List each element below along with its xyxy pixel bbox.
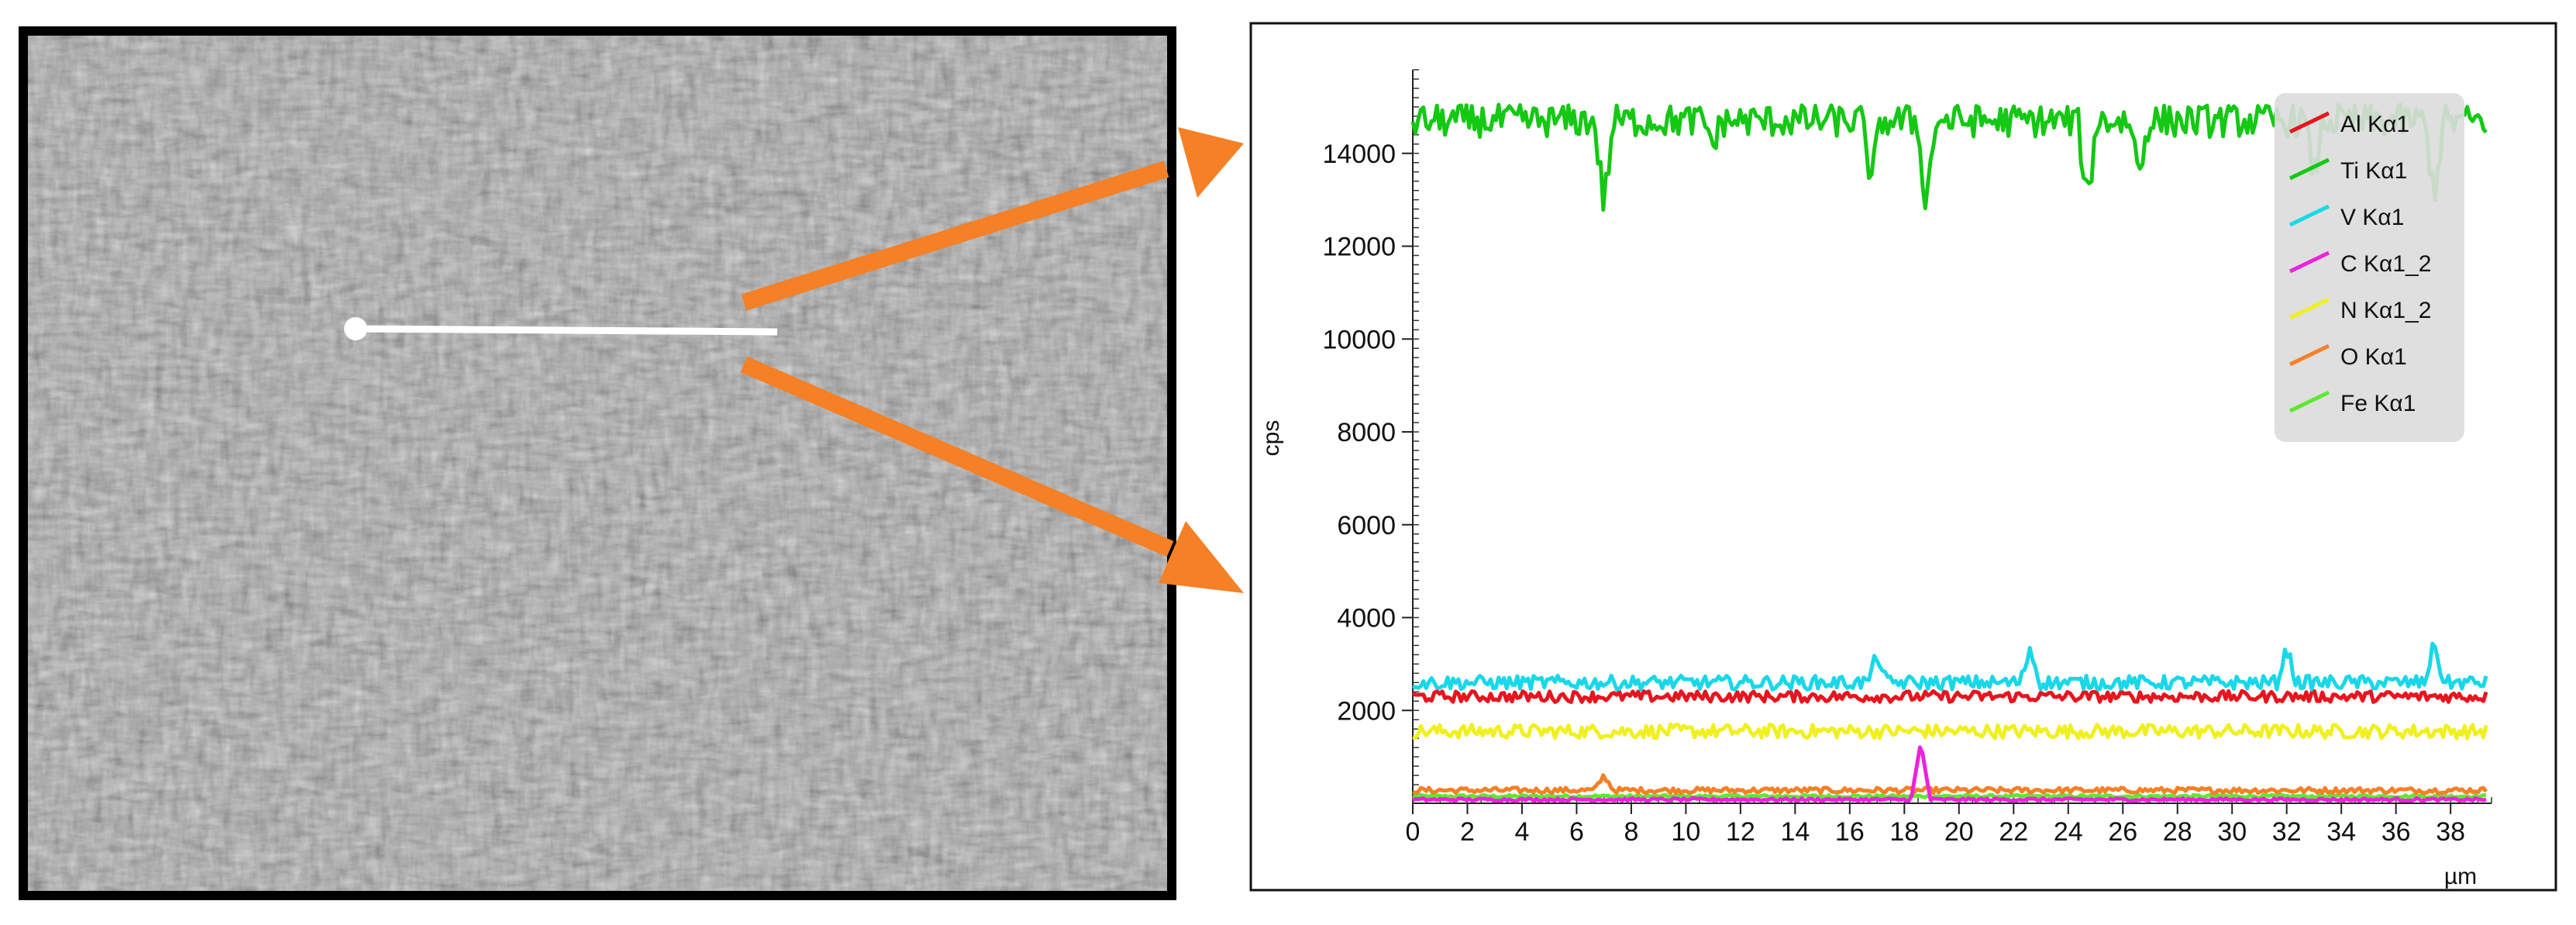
legend-swatch — [2288, 390, 2330, 413]
scan-start-dot — [344, 317, 367, 340]
x-tick-label: 38 — [2436, 817, 2465, 847]
x-tick-label: 30 — [2217, 817, 2247, 847]
legend-label: N Kα1_2 — [2340, 298, 2431, 323]
y-tick-label: 6000 — [1337, 511, 1396, 540]
series-line-n — [1412, 722, 2488, 740]
series-line-al — [1411, 689, 2488, 704]
x-tick-label: 14 — [1780, 817, 1810, 847]
x-tick-label: 2 — [1460, 817, 1475, 847]
x-tick-label: 6 — [1569, 817, 1584, 847]
x-tick-label: 24 — [2054, 817, 2083, 847]
series-line-fe — [1412, 792, 2487, 800]
legend-label: Fe Kα1 — [2340, 391, 2416, 416]
x-tick-label: 16 — [1835, 817, 1865, 847]
legend-swatch — [2288, 297, 2330, 320]
chart-axes: 0 2 4 6 8 10 12 14 16 18 20 22 24 26 28 30 32 34 36 3820004… — [1322, 69, 2492, 847]
legend-label: C Kα1_2 — [2340, 251, 2431, 277]
x-tick-label: 26 — [2108, 817, 2137, 847]
series-line-v — [1412, 641, 2488, 692]
arrow-upper-shaft — [741, 160, 1169, 311]
x-tick-label: 36 — [2381, 817, 2411, 847]
legend-label: Al Kα1 — [2340, 112, 2409, 137]
legend-label: Ti Kα1 — [2340, 158, 2407, 184]
x-tick-label: 28 — [2163, 817, 2192, 847]
legend-swatch — [2288, 204, 2330, 227]
x-tick-label: 12 — [1726, 817, 1755, 847]
y-axis-label: cps — [1259, 420, 1284, 457]
x-tick-label: 20 — [1944, 817, 1974, 847]
x-axis-label: µm — [2444, 864, 2477, 889]
legend-box — [2275, 93, 2464, 442]
x-tick-label: 18 — [1889, 817, 1919, 847]
x-tick-label: 8 — [1624, 817, 1638, 847]
legend-swatch — [2288, 343, 2330, 367]
y-tick-label: 4000 — [1337, 604, 1396, 633]
sem-texture-b — [28, 36, 1167, 891]
arrows — [740, 127, 1244, 593]
sem-image — [19, 26, 1176, 900]
legend-swatch — [2288, 111, 2330, 134]
y-tick-label: 12000 — [1322, 233, 1396, 262]
arrow-lower-shaft — [740, 356, 1174, 557]
legend-swatch — [2288, 157, 2330, 181]
y-tick-label: 14000 — [1322, 140, 1396, 169]
series-line-c — [1411, 745, 2487, 803]
scan-line — [355, 325, 778, 336]
series-line-o — [1412, 773, 2488, 796]
legend-swatch — [2288, 250, 2330, 274]
x-tick-label: 34 — [2326, 817, 2356, 847]
y-tick-label: 10000 — [1322, 325, 1396, 354]
chart-series — [1410, 102, 2488, 803]
legend: Al Kα1 Ti Kα1 V Kα1 C Kα1_2 N Kα1_2 O Kα1 Fe K… — [2275, 93, 2464, 442]
x-tick-label: 10 — [1671, 817, 1700, 847]
arrow-lower-head — [1159, 521, 1244, 593]
arrow-upper-head — [1178, 127, 1244, 198]
x-tick-label: 0 — [1406, 817, 1421, 847]
x-tick-label: 22 — [1999, 817, 2028, 847]
legend-label: V Kα1 — [2340, 205, 2404, 230]
legend-label: O Kα1 — [2340, 344, 2407, 370]
x-tick-label: 32 — [2272, 817, 2302, 847]
y-tick-label: 8000 — [1337, 418, 1396, 447]
x-tick-label: 4 — [1515, 817, 1530, 847]
y-tick-label: 2000 — [1337, 696, 1396, 726]
